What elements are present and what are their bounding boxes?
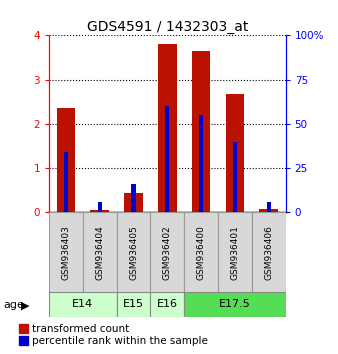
Text: GSM936406: GSM936406 <box>264 225 273 280</box>
Bar <box>165 106 169 212</box>
FancyBboxPatch shape <box>117 292 150 317</box>
Bar <box>131 184 136 212</box>
Bar <box>267 202 271 212</box>
Legend: transformed count, percentile rank within the sample: transformed count, percentile rank withi… <box>19 324 208 347</box>
Text: GSM936403: GSM936403 <box>62 225 70 280</box>
Text: E17.5: E17.5 <box>219 299 251 309</box>
Text: GSM936404: GSM936404 <box>95 225 104 280</box>
Bar <box>90 210 109 212</box>
Title: GDS4591 / 1432303_at: GDS4591 / 1432303_at <box>87 21 248 34</box>
Text: GSM936400: GSM936400 <box>197 225 206 280</box>
Bar <box>124 193 143 212</box>
Bar <box>233 142 237 212</box>
Bar <box>158 44 177 212</box>
Bar <box>98 202 102 212</box>
Bar <box>226 94 244 212</box>
Bar <box>64 152 68 212</box>
FancyBboxPatch shape <box>49 212 83 292</box>
Bar <box>56 108 75 212</box>
Bar <box>199 115 203 212</box>
Text: E16: E16 <box>157 299 178 309</box>
FancyBboxPatch shape <box>49 292 117 317</box>
FancyBboxPatch shape <box>117 212 150 292</box>
Text: GSM936401: GSM936401 <box>231 225 239 280</box>
FancyBboxPatch shape <box>184 212 218 292</box>
Bar <box>260 209 278 212</box>
Bar <box>192 51 210 212</box>
FancyBboxPatch shape <box>218 212 252 292</box>
FancyBboxPatch shape <box>150 212 184 292</box>
FancyBboxPatch shape <box>252 212 286 292</box>
Text: GSM936402: GSM936402 <box>163 225 172 280</box>
FancyBboxPatch shape <box>184 292 286 317</box>
Text: E14: E14 <box>72 299 93 309</box>
Text: E15: E15 <box>123 299 144 309</box>
Text: ▶: ▶ <box>21 300 30 310</box>
Text: age: age <box>3 300 24 310</box>
FancyBboxPatch shape <box>150 292 184 317</box>
Text: GSM936405: GSM936405 <box>129 225 138 280</box>
FancyBboxPatch shape <box>83 212 117 292</box>
